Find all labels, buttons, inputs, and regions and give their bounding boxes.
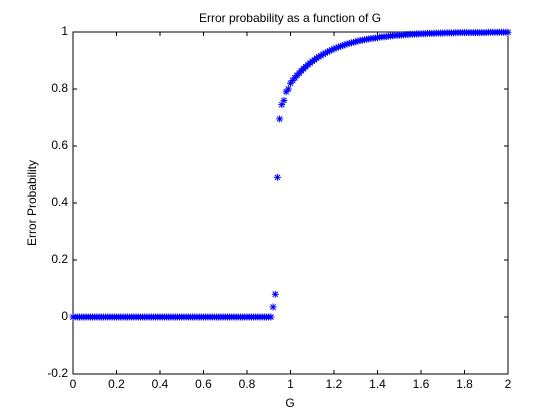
x-axis-label: G xyxy=(285,396,294,410)
data-point xyxy=(339,42,347,50)
chart-title: Error probability as a function of G xyxy=(199,11,381,25)
data-point xyxy=(269,303,277,311)
x-tick-label: 2 xyxy=(505,377,512,391)
x-tick-label: 1.6 xyxy=(413,377,430,391)
data-point xyxy=(332,44,340,52)
x-tick-label: 0.2 xyxy=(108,377,125,391)
data-point xyxy=(352,38,360,46)
data-point xyxy=(276,115,284,123)
data-point xyxy=(315,53,323,61)
y-tick-label: 0.8 xyxy=(51,81,68,95)
data-point xyxy=(284,85,292,93)
x-tick-label: 1 xyxy=(287,377,294,391)
data-point xyxy=(337,42,345,50)
data-point xyxy=(341,41,349,49)
data-point xyxy=(271,290,279,298)
data-point xyxy=(358,36,366,44)
data-point xyxy=(334,43,342,51)
data-point xyxy=(280,96,288,104)
y-tick-label: 0.4 xyxy=(51,195,68,209)
data-point xyxy=(308,57,316,65)
data-point xyxy=(345,39,353,47)
y-tick-label: 0.6 xyxy=(51,138,68,152)
y-tick-label: 0.2 xyxy=(51,252,68,266)
data-point xyxy=(326,47,334,55)
data-point xyxy=(350,38,358,46)
data-point xyxy=(267,313,275,321)
x-tick-label: 1.8 xyxy=(456,377,473,391)
y-tick-label: 1 xyxy=(61,24,68,38)
y-tick-label: -0.2 xyxy=(47,366,68,380)
x-tick-label: 0.4 xyxy=(152,377,169,391)
data-point xyxy=(313,54,321,62)
x-tick-label: 0.8 xyxy=(239,377,256,391)
data-point xyxy=(328,46,336,54)
data-point xyxy=(323,48,331,56)
data-point xyxy=(363,35,371,43)
data-point xyxy=(504,28,512,36)
x-tick-label: 1.2 xyxy=(326,377,343,391)
data-point xyxy=(347,39,355,47)
y-axis-label: Error Probability xyxy=(25,160,39,246)
data-point xyxy=(273,173,281,181)
data-point xyxy=(343,40,351,48)
data-point xyxy=(319,50,327,58)
data-point xyxy=(278,101,286,109)
y-tick-label: 0 xyxy=(61,309,68,323)
data-point xyxy=(374,34,381,42)
x-tick-label: 1.4 xyxy=(369,377,386,391)
x-tick-label: 0 xyxy=(70,377,77,391)
data-point xyxy=(317,52,325,60)
data-point xyxy=(354,37,362,45)
x-tick-label: 0.6 xyxy=(195,377,212,391)
data-point xyxy=(321,49,329,57)
data-point xyxy=(330,45,338,53)
